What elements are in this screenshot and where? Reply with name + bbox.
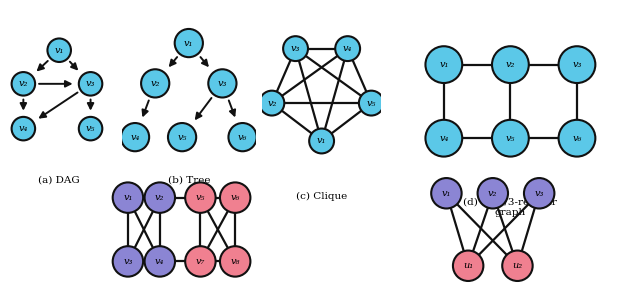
Text: v₃: v₃ — [534, 189, 544, 198]
Circle shape — [208, 69, 237, 98]
Circle shape — [220, 182, 250, 213]
Circle shape — [121, 123, 149, 151]
Text: v₅: v₅ — [196, 193, 205, 202]
Circle shape — [185, 182, 216, 213]
Circle shape — [12, 72, 35, 96]
Text: v₂: v₂ — [267, 98, 276, 108]
Text: (d) Grid/3-regular
graph: (d) Grid/3-regular graph — [463, 198, 557, 217]
Circle shape — [47, 38, 71, 62]
Text: v₄: v₄ — [439, 134, 449, 143]
Circle shape — [559, 46, 595, 83]
Text: (b) Tree: (b) Tree — [168, 176, 210, 185]
Circle shape — [453, 251, 483, 281]
Circle shape — [168, 123, 196, 151]
Text: v₁: v₁ — [184, 39, 193, 47]
Circle shape — [145, 246, 175, 277]
Text: v₆: v₆ — [572, 134, 582, 143]
Text: v₄: v₄ — [19, 124, 28, 133]
Text: v₁: v₁ — [442, 189, 451, 198]
Circle shape — [113, 246, 143, 277]
Circle shape — [359, 91, 384, 116]
Circle shape — [335, 36, 360, 61]
Text: v₃: v₃ — [572, 60, 582, 69]
Text: v₃: v₃ — [124, 257, 132, 266]
Text: v₁: v₁ — [439, 60, 449, 69]
Circle shape — [559, 120, 595, 156]
Circle shape — [309, 129, 334, 153]
Text: v₃: v₃ — [218, 79, 227, 88]
Circle shape — [220, 246, 250, 277]
Circle shape — [185, 246, 216, 277]
Circle shape — [79, 117, 102, 140]
Circle shape — [141, 69, 170, 98]
Text: v₅: v₅ — [86, 124, 95, 133]
Text: v₇: v₇ — [196, 257, 205, 266]
Text: v₂: v₂ — [506, 60, 515, 69]
Text: v₁: v₁ — [317, 137, 326, 146]
Text: v₁: v₁ — [54, 46, 64, 55]
Circle shape — [259, 91, 284, 116]
Circle shape — [431, 178, 461, 208]
Text: v₁: v₁ — [124, 193, 132, 202]
Circle shape — [477, 178, 508, 208]
Text: v₄: v₄ — [155, 257, 164, 266]
Text: v₅: v₅ — [177, 133, 187, 142]
Circle shape — [283, 36, 308, 61]
Text: v₂: v₂ — [150, 79, 160, 88]
Circle shape — [502, 251, 532, 281]
Circle shape — [426, 120, 462, 156]
Text: v₅: v₅ — [367, 98, 376, 108]
Text: v₂: v₂ — [155, 193, 164, 202]
Text: u₂: u₂ — [513, 261, 522, 270]
Text: v₈: v₈ — [230, 257, 240, 266]
Circle shape — [228, 123, 257, 151]
Text: v₂: v₂ — [488, 189, 497, 198]
Circle shape — [145, 182, 175, 213]
Text: v₆: v₆ — [238, 133, 247, 142]
Circle shape — [175, 29, 203, 57]
Text: v₆: v₆ — [230, 193, 240, 202]
Circle shape — [113, 182, 143, 213]
Text: (c) Clique: (c) Clique — [296, 192, 348, 201]
Text: v₄: v₄ — [131, 133, 140, 142]
Text: (a) DAG: (a) DAG — [38, 176, 80, 185]
Text: v₃: v₃ — [86, 79, 95, 88]
Circle shape — [492, 46, 529, 83]
Circle shape — [79, 72, 102, 96]
Text: v₃: v₃ — [291, 44, 300, 53]
Text: v₂: v₂ — [19, 79, 28, 88]
Text: v₄: v₄ — [343, 44, 353, 53]
Circle shape — [12, 117, 35, 140]
Circle shape — [492, 120, 529, 156]
Circle shape — [524, 178, 554, 208]
Circle shape — [426, 46, 462, 83]
Text: u₁: u₁ — [463, 261, 473, 270]
Text: v₅: v₅ — [506, 134, 515, 143]
